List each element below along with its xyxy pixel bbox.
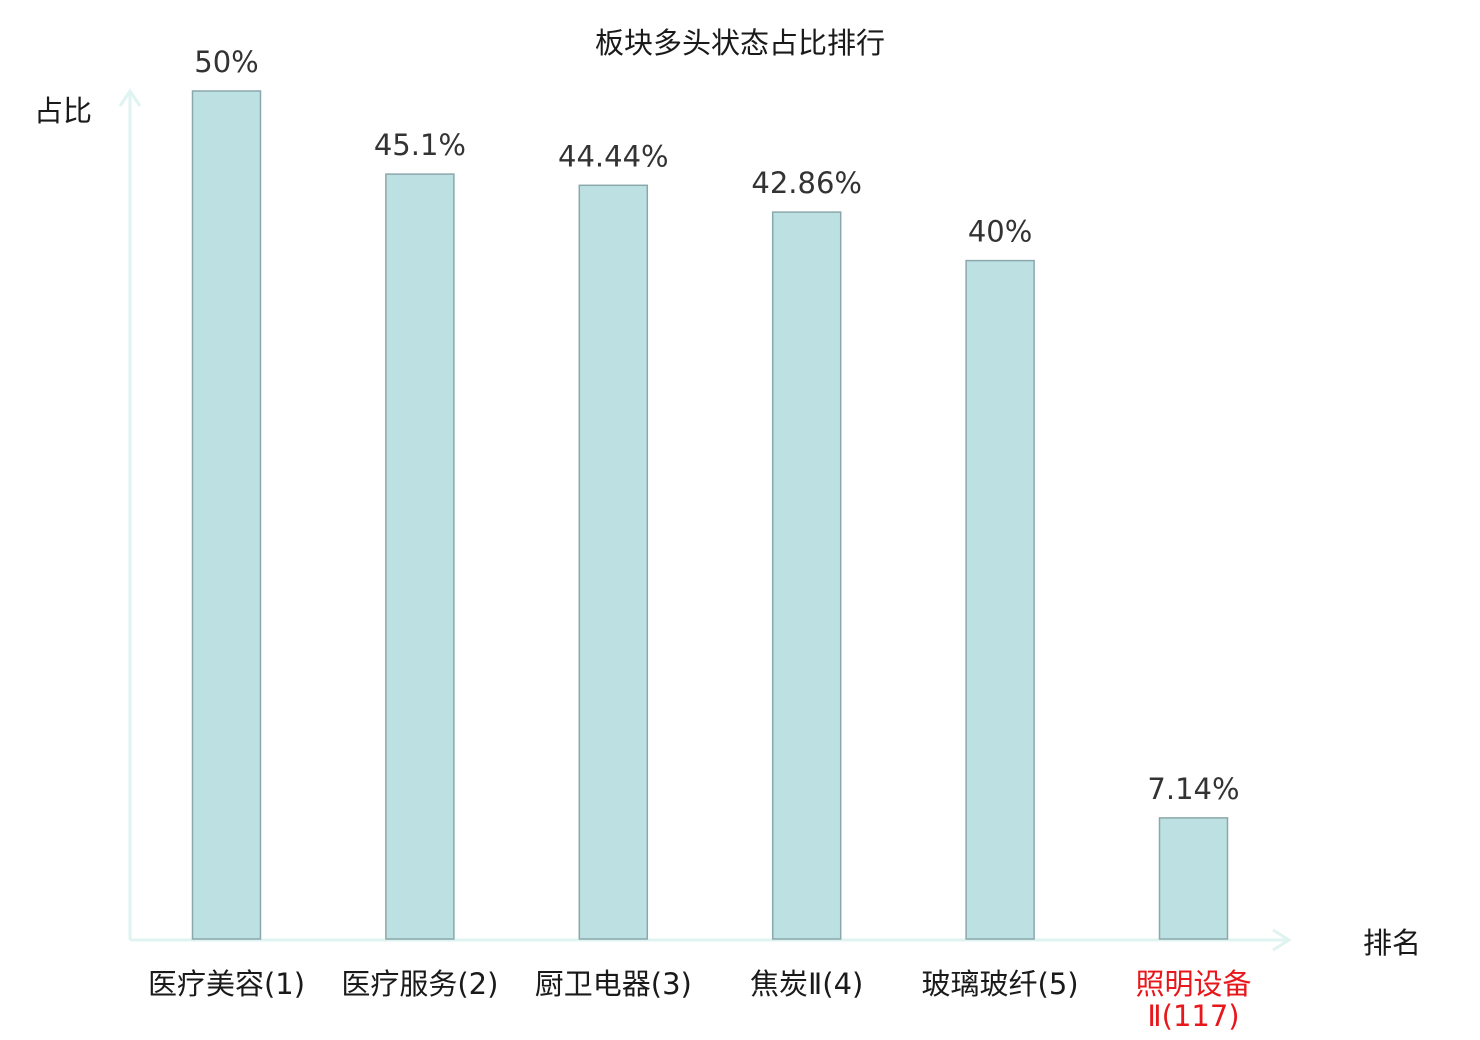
value-label-2: 45.1%	[374, 128, 466, 162]
value-label-3: 44.44%	[558, 139, 669, 173]
value-labels-layer: 50% 45.1% 44.44% 42.86% 40% 7.14%	[194, 45, 1239, 806]
x-axis	[130, 928, 1292, 952]
category-label-1: 医疗美容(1)	[148, 967, 305, 1001]
y-axis-label: 占比	[34, 94, 92, 128]
bar-2	[385, 173, 455, 940]
value-label-5: 40%	[968, 215, 1032, 249]
value-label-1: 50%	[194, 45, 258, 79]
value-label-6: 7.14%	[1147, 772, 1239, 806]
category-label-5: 玻璃玻纤(5)	[922, 967, 1079, 1001]
y-axis	[118, 88, 142, 940]
category-labels-layer: 医疗美容(1) 医疗服务(2) 厨卫电器(3) 焦炭Ⅱ(4) 玻璃玻纤(5) 照明设备Ⅱ(…	[148, 967, 1252, 1033]
category-label-6-line-1: 照明设备	[1135, 967, 1251, 1001]
bar-5	[965, 259, 1035, 940]
category-label-4: 焦炭Ⅱ(4)	[750, 967, 863, 1001]
category-label-3: 厨卫电器(3)	[535, 967, 692, 1001]
x-axis-label: 排名	[1363, 926, 1421, 960]
bars-layer	[191, 90, 1229, 940]
value-label-4: 42.86%	[751, 166, 862, 200]
category-label-2: 医疗服务(2)	[341, 967, 498, 1001]
bar-4	[771, 211, 842, 940]
bar-1	[191, 90, 262, 940]
chart-title: 板块多头状态占比排行	[595, 26, 885, 60]
bar-3	[578, 184, 649, 940]
category-label-6-line-2: Ⅱ(117)	[1147, 999, 1239, 1033]
bar-6	[1158, 817, 1229, 940]
